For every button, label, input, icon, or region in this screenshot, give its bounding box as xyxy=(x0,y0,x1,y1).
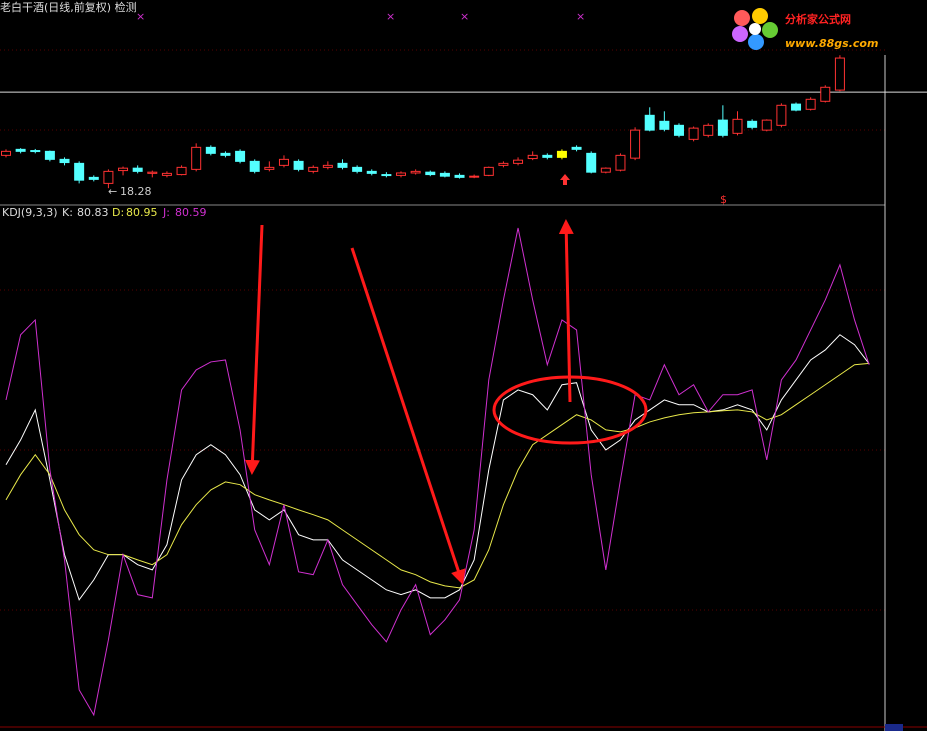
candle-body xyxy=(205,146,216,154)
candle-body xyxy=(732,118,743,134)
candle-body xyxy=(791,103,802,111)
candle-body xyxy=(761,119,772,131)
signal-text: $ xyxy=(720,193,727,206)
svg-text:×: × xyxy=(460,10,469,23)
candle-body xyxy=(293,160,304,170)
svg-text:×: × xyxy=(576,10,585,23)
candle-body xyxy=(673,124,684,136)
candle-body xyxy=(44,150,55,160)
logo-url: www.88gs.com xyxy=(785,37,878,50)
legend-name: K: xyxy=(62,206,73,219)
candle-body xyxy=(74,162,85,181)
candle-body xyxy=(147,171,158,174)
buy-signal xyxy=(560,174,570,185)
candle-body xyxy=(747,120,758,128)
kdj-line xyxy=(5,334,870,601)
candle-body xyxy=(396,172,407,176)
candle-body xyxy=(556,150,567,158)
candle-body xyxy=(220,152,231,156)
candle-body xyxy=(235,150,246,162)
candle-body xyxy=(191,146,202,170)
svg-text:×: × xyxy=(136,10,145,23)
candle-body xyxy=(586,152,597,173)
candle-body xyxy=(805,98,816,110)
candle-body xyxy=(308,166,319,172)
candle-body xyxy=(249,160,260,172)
candle-body xyxy=(542,154,553,158)
candle-body xyxy=(425,171,436,176)
candle-body xyxy=(30,150,41,153)
candle-body xyxy=(703,124,714,136)
marks xyxy=(0,55,927,717)
candle-body xyxy=(337,162,348,168)
legend-name: D: xyxy=(112,206,124,219)
candle-body xyxy=(571,146,582,150)
candle-body xyxy=(630,129,641,159)
candle-body xyxy=(366,170,377,174)
candle-body xyxy=(527,154,538,160)
candle-body xyxy=(88,176,99,180)
candle-body xyxy=(15,148,26,152)
candle-body xyxy=(820,86,831,102)
candle-body xyxy=(717,119,728,136)
candle-body xyxy=(644,114,655,131)
legend-value: 80.59 xyxy=(175,206,207,219)
scroll-box xyxy=(885,724,903,731)
kdj-line xyxy=(5,362,870,589)
candle-body xyxy=(615,154,626,171)
candle-body xyxy=(381,174,392,177)
signal-markers: × × × × xyxy=(136,10,585,23)
chart-title: 老白干酒(日线,前复权) 检测 xyxy=(0,0,137,14)
low-arrow: ← xyxy=(108,185,117,198)
candle-body xyxy=(454,174,465,178)
candle-body xyxy=(161,172,172,176)
candle-body xyxy=(1,150,11,156)
candle-body xyxy=(498,162,509,166)
candle-body xyxy=(278,158,289,166)
legend-name: J: xyxy=(162,206,170,219)
candle-body xyxy=(132,167,143,172)
annotations xyxy=(244,219,648,585)
candle-body xyxy=(103,170,114,184)
candle-body xyxy=(176,166,187,176)
logo-icon xyxy=(732,8,778,50)
candle-body xyxy=(513,159,524,164)
candle-body xyxy=(483,166,494,176)
logo-name: 分析家公式网 xyxy=(785,12,851,26)
candle-body xyxy=(659,120,670,130)
candle-body xyxy=(600,167,611,173)
low-label: 18.28 xyxy=(120,185,152,198)
candle-body xyxy=(469,175,480,178)
candle-body xyxy=(439,172,450,177)
candle-body xyxy=(776,104,787,126)
kdj-line xyxy=(5,227,870,717)
candle-body xyxy=(322,164,333,168)
candle-body xyxy=(352,166,363,172)
candle-body xyxy=(59,158,70,164)
legend-value: 80.95 xyxy=(126,206,158,219)
legend-value: 80.83 xyxy=(77,206,109,219)
candle-body xyxy=(118,167,129,172)
svg-text:×: × xyxy=(386,10,395,23)
candle-body xyxy=(264,166,275,170)
candle-body xyxy=(410,170,421,174)
candle-body xyxy=(688,127,699,140)
candle-body xyxy=(834,57,845,91)
indicator-name: KDJ(9,3,3) xyxy=(2,206,58,219)
